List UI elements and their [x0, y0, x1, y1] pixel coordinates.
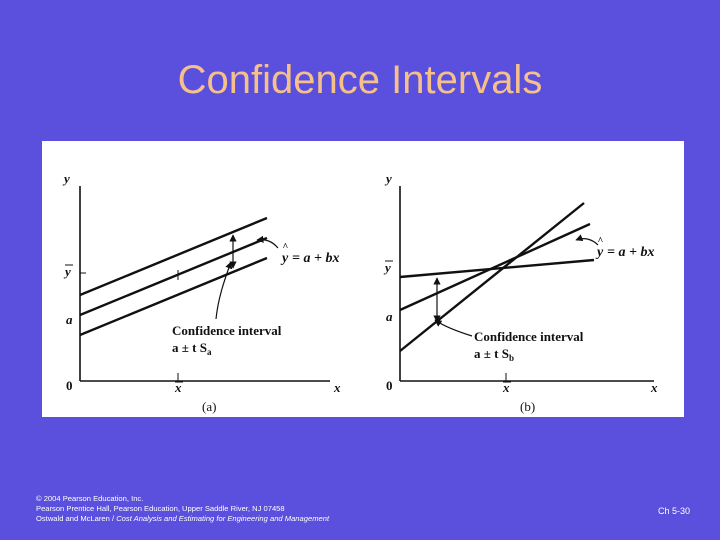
panel-b-xbar-label: x — [502, 380, 510, 395]
panel-b-steep-bound-line — [399, 202, 585, 352]
footer-book-title: Cost Analysis and Estimating for Enginee… — [116, 514, 330, 523]
panel-a-equation-leader — [256, 235, 279, 249]
panel-a-equation-hat: ^ — [283, 242, 289, 253]
panel-a-a-label: a — [66, 312, 73, 327]
panel-b-caption: (b) — [520, 399, 535, 414]
panel-b-origin-label: 0 — [386, 378, 393, 393]
slide-title: Confidence Intervals — [177, 58, 543, 102]
panel-a-caption: (a) — [202, 399, 216, 414]
panel-b-equation-lhs: y — [595, 245, 604, 260]
panel-b-equation-rhs: = a + bx — [607, 245, 654, 260]
panel-b-ci-leader — [434, 319, 473, 337]
panel-b-a-label: a — [386, 309, 393, 324]
footer-copyright: © 2004 Pearson Education, Inc. — [36, 494, 144, 503]
panel-a-x-axis-label: x — [333, 380, 341, 395]
panel-b-ci-formula: a ± t Sb — [474, 346, 514, 363]
panel-a-lower-bound-line — [79, 256, 268, 337]
footer-authors: Ostwald and McLaren / — [36, 514, 117, 523]
panel-a-ci-formula: a ± t Sa — [172, 340, 212, 357]
panel-b-equation-hat: ^ — [598, 236, 604, 247]
panel-a-equation-rhs: = a + bx — [292, 251, 339, 266]
panel-a-ci-label: Confidence interval — [172, 323, 282, 338]
panel-a-equation-lhs: y — [280, 251, 289, 266]
panel-b-ci-formula-base: a ± t S — [474, 346, 509, 361]
panel-b-x-axis-label: x — [650, 380, 658, 395]
panel-b: y x 0 y a x y ^ = a + bx Confidence inte… — [383, 171, 658, 414]
panel-b-regression-line — [399, 222, 591, 312]
panel-b-flat-bound-line — [399, 258, 595, 279]
panel-a-upper-bound-line — [79, 216, 268, 297]
panel-b-ybar-label: y — [383, 260, 391, 275]
panel-a-y-axis-label: y — [62, 171, 70, 186]
regression-figure: y x 0 y a x y ^ = a + bx Confidence inte… — [42, 141, 684, 417]
panel-a-xbar-label: x — [174, 380, 182, 395]
panel-a: y x 0 y a x y ^ = a + bx Confidence inte… — [62, 171, 341, 414]
panel-a-ci-leader — [215, 261, 233, 320]
panel-b-equation-leader — [575, 234, 599, 246]
panel-a-ybar-label: y — [63, 264, 71, 279]
footer-book-credit: Ostwald and McLaren / Cost Analysis and … — [36, 514, 329, 524]
panel-a-regression-line — [79, 236, 268, 317]
panel-b-y-axis-label: y — [384, 171, 392, 186]
page-number: Ch 5-30 — [657, 506, 690, 516]
footer-publisher: Pearson Prentice Hall, Pearson Education… — [36, 504, 285, 513]
footer-credits: © 2004 Pearson Education, Inc. Pearson P… — [36, 494, 329, 524]
panel-b-ci-label: Confidence interval — [474, 329, 584, 344]
panel-b-ci-formula-sub: b — [509, 353, 514, 363]
panel-a-ci-formula-base: a ± t S — [172, 340, 207, 355]
panel-a-ci-formula-sub: a — [207, 347, 212, 357]
panel-a-origin-label: 0 — [66, 378, 73, 393]
